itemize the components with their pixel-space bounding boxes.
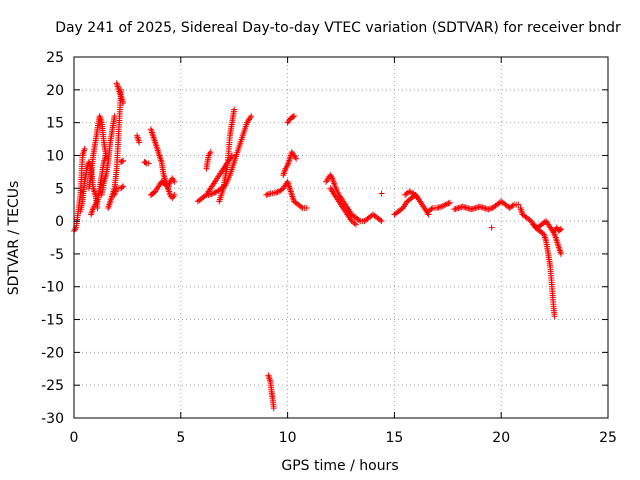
- data-point: [81, 145, 88, 152]
- data-point: [558, 250, 565, 257]
- y-tick-label: 10: [46, 148, 64, 164]
- x-tick-label: 10: [279, 430, 297, 446]
- x-tick-label: 20: [492, 430, 510, 446]
- data-point: [445, 200, 452, 207]
- x-tick-label: 5: [176, 430, 185, 446]
- data-points: [71, 80, 565, 412]
- y-tick-label: 0: [55, 214, 64, 230]
- data-point: [352, 221, 359, 228]
- data-point: [515, 201, 522, 208]
- data-point: [488, 224, 495, 231]
- data-point: [120, 183, 127, 190]
- data-point: [209, 190, 216, 197]
- data-point: [442, 201, 449, 208]
- data-point: [119, 158, 126, 165]
- data-point: [231, 106, 238, 113]
- data-point: [291, 113, 298, 120]
- y-axis-ticks: -30 -25 -20 -15 -10 -5 0 5 10 15 20 25: [41, 50, 608, 427]
- y-tick-label: 25: [46, 50, 64, 66]
- data-point: [351, 220, 358, 227]
- data-point: [438, 203, 445, 210]
- data-point: [171, 191, 178, 198]
- data-point: [509, 202, 516, 209]
- data-point: [551, 313, 558, 320]
- data-point: [406, 188, 413, 195]
- data-point: [414, 195, 421, 202]
- data-point: [446, 199, 453, 206]
- data-point: [145, 160, 152, 167]
- plot-frame: [73, 56, 609, 419]
- data-point: [120, 99, 127, 106]
- data-point: [441, 202, 448, 209]
- y-tick-label: 5: [55, 181, 64, 197]
- x-tick-label: 0: [70, 430, 79, 446]
- data-point: [407, 189, 414, 196]
- data-point: [378, 190, 385, 197]
- data-point: [119, 184, 126, 191]
- data-point: [378, 218, 385, 225]
- data-point: [444, 201, 451, 208]
- y-tick-label: 15: [46, 116, 64, 132]
- data-point: [303, 204, 310, 211]
- data-point: [136, 139, 143, 146]
- data-point: [211, 189, 218, 196]
- data-point: [120, 157, 127, 164]
- gridlines: [74, 57, 608, 418]
- data-point: [428, 206, 435, 213]
- data-point: [558, 225, 565, 232]
- data-point: [556, 226, 563, 233]
- y-tick-label: 20: [46, 83, 64, 99]
- data-point: [439, 202, 446, 209]
- y-tick-label: -10: [41, 280, 64, 296]
- data-point: [142, 159, 149, 166]
- y-tick-label: -15: [41, 313, 64, 329]
- y-tick-label: -25: [41, 378, 64, 394]
- data-point: [248, 113, 255, 120]
- y-axis-label: SDTVAR / TECUs: [6, 181, 22, 296]
- data-point: [293, 155, 300, 162]
- data-point: [207, 149, 214, 156]
- x-axis-label: GPS time / hours: [281, 458, 398, 474]
- data-point: [103, 152, 110, 159]
- data-point: [171, 178, 178, 185]
- data-point: [289, 113, 296, 120]
- y-tick-label: -5: [50, 247, 64, 263]
- x-tick-label: 15: [385, 430, 403, 446]
- data-point: [355, 216, 362, 223]
- y-tick-label: -20: [41, 345, 64, 361]
- x-tick-label: 25: [599, 430, 617, 446]
- data-point: [270, 405, 277, 412]
- data-point: [298, 203, 305, 210]
- chart-title: Day 241 of 2025, Sidereal Day-to-day VTE…: [55, 20, 621, 36]
- data-point: [377, 216, 384, 223]
- x-axis-ticks: 0 5 10 15 20 25: [70, 57, 617, 446]
- y-tick-label: -30: [41, 411, 64, 427]
